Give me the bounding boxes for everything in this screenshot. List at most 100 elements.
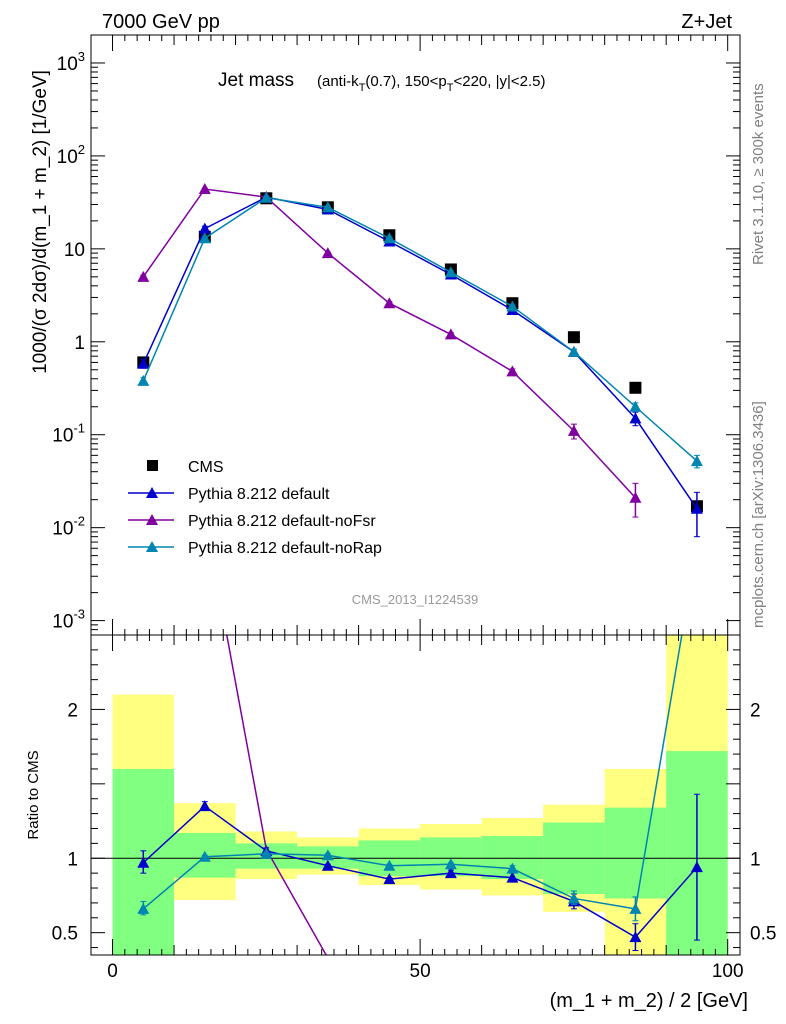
tick-base: 10 xyxy=(57,54,78,75)
ratio-line xyxy=(142,805,698,939)
ratio-ytick-label-right: 2 xyxy=(750,700,761,721)
legend-norap-marker xyxy=(146,541,158,552)
series-point xyxy=(567,345,580,357)
legend-cms-label: CMS xyxy=(188,459,224,476)
side-rivet-label: Rivet 3.1.10, ≥ 300k events xyxy=(750,83,767,265)
ratio-point xyxy=(629,931,642,943)
ratio-ytick-label-left: 2 xyxy=(67,700,78,721)
main-title: Jet mass xyxy=(218,70,294,91)
main-ytick-label: 102 xyxy=(57,142,85,168)
cms-point xyxy=(629,381,642,394)
series-point xyxy=(198,183,211,195)
ratio-point xyxy=(506,871,519,883)
ratio-ytick-label-right: 1 xyxy=(750,849,761,870)
ratio-ytick-label-left: 0.5 xyxy=(52,924,78,945)
process-label: Z+Jet xyxy=(681,11,732,33)
ratio-point xyxy=(137,856,150,868)
main-ytick-label: 10-1 xyxy=(52,421,85,447)
tick-base: 10 xyxy=(52,612,73,633)
series-point xyxy=(137,374,150,386)
main-ytick-label: 10 xyxy=(64,240,85,261)
ratio-point xyxy=(198,800,211,812)
series-point xyxy=(383,297,396,309)
xtick-label: 0 xyxy=(107,961,118,982)
series-point xyxy=(137,270,150,282)
ratio-frame xyxy=(90,634,741,956)
ratio-point xyxy=(567,892,580,904)
ratio-point xyxy=(383,873,396,885)
series-point xyxy=(567,424,580,436)
series-point xyxy=(198,222,211,234)
main-ylabel: 1000/(σ 2dσ)/d(m_1 + m_2) [1/GeV] xyxy=(30,70,51,374)
series-point xyxy=(321,201,334,213)
ratio-point xyxy=(260,847,273,859)
series-point xyxy=(629,400,642,412)
legend-nofsr-marker xyxy=(146,514,158,525)
ratio-point xyxy=(691,540,703,551)
series-point xyxy=(137,357,150,369)
ratio-point xyxy=(690,861,703,873)
energy-label: 7000 GeV pp xyxy=(102,11,220,33)
ratio-point xyxy=(383,859,396,871)
main-ytick-label: 10-2 xyxy=(52,514,85,540)
ratio-ylabel: Ratio to CMS xyxy=(25,750,42,839)
ratio-ytick-label-left: 1 xyxy=(67,849,78,870)
series-point xyxy=(444,266,457,278)
cms-point xyxy=(567,331,580,344)
main-ytick-label: 103 xyxy=(57,49,85,75)
series-point xyxy=(260,191,273,203)
ratio-point xyxy=(444,867,457,879)
xtick-label: 50 xyxy=(410,961,431,982)
legend-nofsr-label: Pythia 8.212 default-noFsr xyxy=(188,513,376,530)
tick-base: 10 xyxy=(52,426,73,447)
series-point xyxy=(198,232,211,244)
tick-exp: 2 xyxy=(78,142,85,157)
xlabel: (m_1 + m_2) / 2 [GeV] xyxy=(550,990,748,1012)
series-point xyxy=(629,491,642,503)
title-main: Jet mass xyxy=(218,70,294,91)
xtick-label: 100 xyxy=(712,961,744,982)
series-line xyxy=(142,196,698,510)
series-point xyxy=(629,412,642,424)
ratio-point xyxy=(444,858,457,870)
series-point xyxy=(690,502,703,514)
main-ytick-label: 10-3 xyxy=(52,607,85,633)
series-point xyxy=(321,247,334,259)
band-inner xyxy=(604,807,667,899)
ratio-panel: 0 50 100 0.5 0.5 1 1 2 2 xyxy=(52,540,776,982)
side-mcplots-label: mcplots.cern.ch [arXiv:1306.3436] xyxy=(750,401,767,628)
series-point xyxy=(690,455,703,467)
ratio-ytick-label-right: 0.5 xyxy=(750,924,776,945)
ratio-point xyxy=(198,850,211,862)
ratio-point xyxy=(321,849,334,861)
series-line xyxy=(142,196,698,462)
ratio-line xyxy=(226,635,328,955)
title-detail: (anti-kT(0.7), 150<pT<220, |y|<2.5) xyxy=(317,73,546,94)
tick-exp: -1 xyxy=(73,421,85,436)
series-point xyxy=(506,300,519,312)
tick-exp: -3 xyxy=(73,607,85,622)
series-point xyxy=(444,328,457,340)
ratio-point xyxy=(629,902,642,914)
tick-exp: 3 xyxy=(78,49,85,64)
legend: CMS Pythia 8.212 default Pythia 8.212 de… xyxy=(128,459,382,557)
ratio-series xyxy=(137,540,703,955)
tick-base: 10 xyxy=(57,147,78,168)
ratio-point xyxy=(321,859,334,871)
legend-default-marker xyxy=(146,487,158,498)
tick-base: 10 xyxy=(52,519,73,540)
tick-exp: -2 xyxy=(73,514,85,529)
legend-default-label: Pythia 8.212 default xyxy=(188,486,330,503)
main-ytick-label: 1 xyxy=(74,333,85,354)
ratio-line xyxy=(142,635,683,910)
legend-cms-marker xyxy=(147,460,158,471)
analysis-id: CMS_2013_I1224539 xyxy=(352,592,479,607)
ratio-point xyxy=(137,902,150,914)
legend-norap-label: Pythia 8.212 default-noRap xyxy=(188,540,382,557)
series-point xyxy=(506,365,519,377)
main-series xyxy=(137,183,703,538)
series-point xyxy=(383,232,396,244)
ratio-point xyxy=(506,862,519,874)
